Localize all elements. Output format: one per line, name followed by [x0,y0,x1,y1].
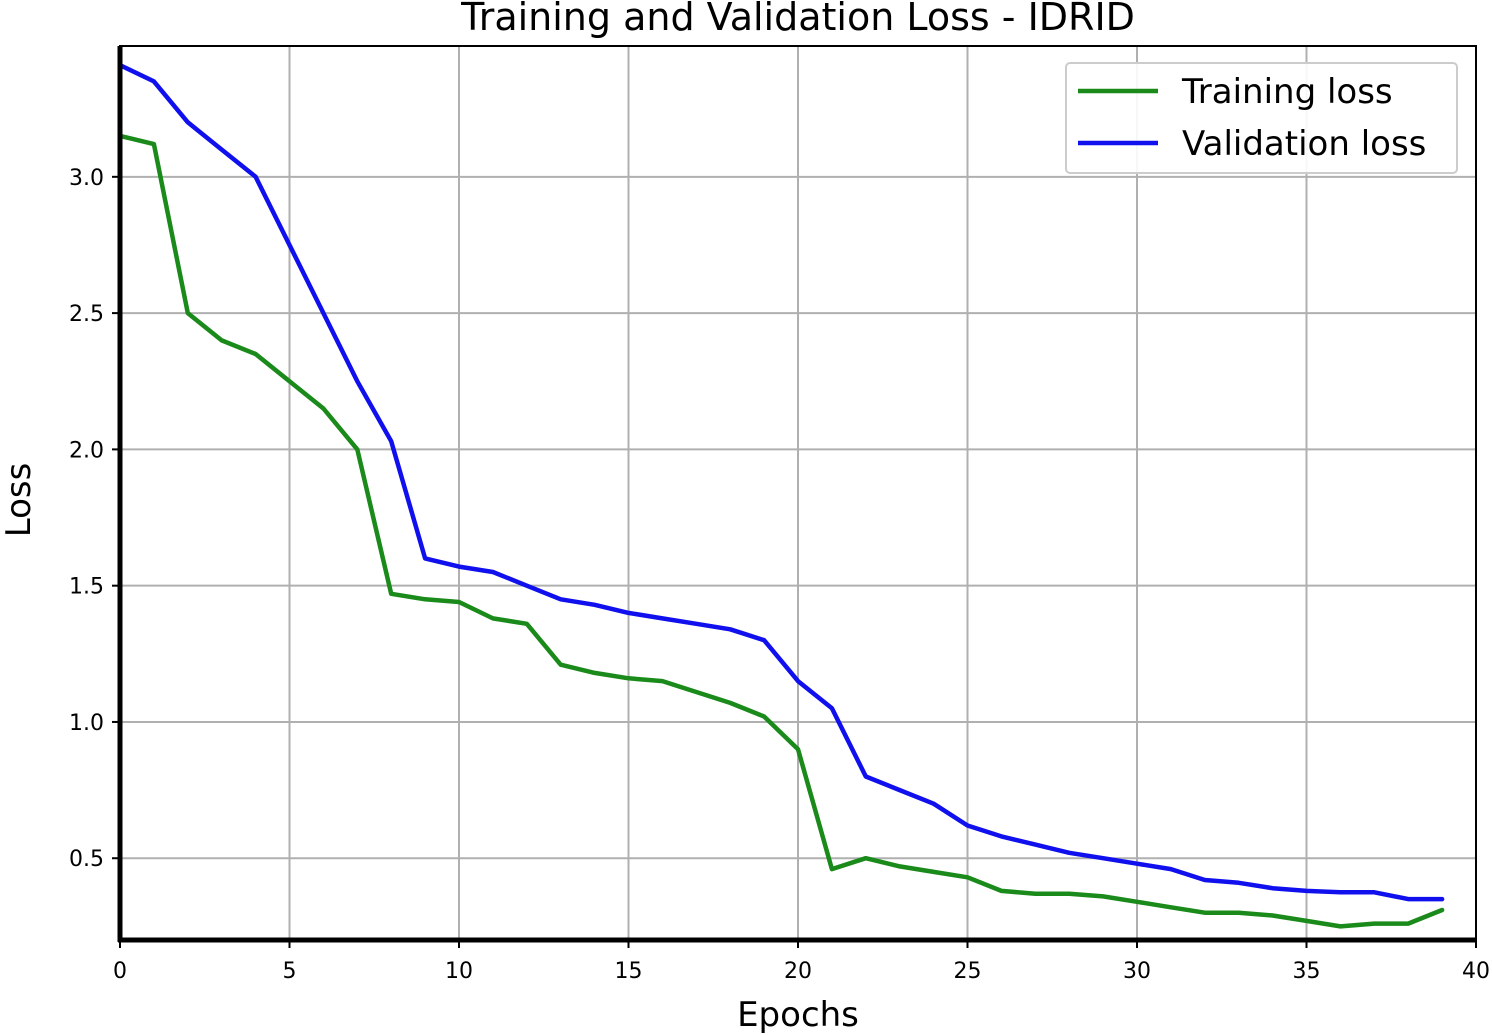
y-tick-label: 1.5 [69,575,104,600]
x-tick-label: 20 [784,959,812,984]
legend-box [1065,62,1458,174]
x-tick-label: 15 [615,959,643,984]
x-tick-label: 0 [113,959,127,984]
x-tick-label: 35 [1293,959,1321,984]
x-tick-label: 40 [1462,959,1490,984]
y-tick-label: 2.0 [69,438,104,463]
legend: Training loss Validation loss [1065,62,1458,174]
x-tick-label: 5 [283,959,297,984]
y-tick-label: 3.0 [69,166,104,191]
chart-title: Training and Validation Loss - IDRID [460,0,1135,39]
series-layer [117,62,1445,929]
x-axis-ticks: 0 5 10 15 20 25 30 35 40 [113,940,1490,984]
x-tick-label: 25 [954,959,982,984]
x-tick-label: 30 [1123,959,1151,984]
series-line-training-loss [117,133,1445,929]
y-axis-title: Loss [0,463,39,538]
y-tick-label: 1.0 [69,711,104,736]
series-line-validation-loss [117,62,1445,902]
legend-label: Training loss [1181,72,1393,112]
y-tick-label: 2.5 [69,302,104,327]
legend-label: Validation loss [1182,124,1426,164]
y-tick-label: 0.5 [69,847,104,872]
x-axis-title: Epochs [737,995,859,1035]
x-tick-label: 10 [445,959,473,984]
grid [119,46,1477,940]
y-axis-ticks: 0.5 1.0 1.5 2.0 2.5 3.0 [69,166,120,872]
